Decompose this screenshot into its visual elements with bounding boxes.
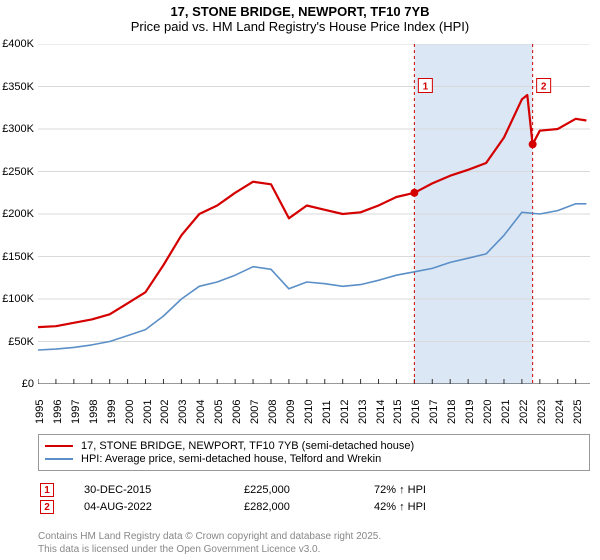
legend-swatch-property bbox=[45, 445, 73, 447]
chart-title-block: 17, STONE BRIDGE, NEWPORT, TF10 7YB Pric… bbox=[0, 0, 600, 34]
legend: 17, STONE BRIDGE, NEWPORT, TF10 7YB (sem… bbox=[38, 434, 590, 471]
footer-line2: This data is licensed under the Open Gov… bbox=[38, 544, 590, 557]
sale-hpi-1: 72% ↑ HPI bbox=[374, 484, 504, 496]
x-tick-label: 2015 bbox=[392, 400, 404, 424]
y-tick-label: £400K bbox=[0, 38, 34, 50]
sale-marker-2: 2 bbox=[40, 500, 54, 514]
footer-line1: Contains HM Land Registry data © Crown c… bbox=[38, 531, 590, 544]
footer-attribution: Contains HM Land Registry data © Crown c… bbox=[38, 531, 590, 556]
sale-price-1: £225,000 bbox=[244, 484, 374, 496]
x-tick-label: 2019 bbox=[464, 400, 476, 424]
y-tick-label: £100K bbox=[0, 293, 34, 305]
sale-date-2: 04-AUG-2022 bbox=[84, 501, 244, 513]
legend-item-property: 17, STONE BRIDGE, NEWPORT, TF10 7YB (sem… bbox=[45, 440, 583, 452]
sale-date-1: 30-DEC-2015 bbox=[84, 484, 244, 496]
x-tick-label: 2023 bbox=[536, 400, 548, 424]
x-tick-label: 2008 bbox=[267, 400, 279, 424]
x-tick-label: 2001 bbox=[142, 400, 154, 424]
x-tick-label: 1995 bbox=[34, 400, 46, 424]
x-tick-label: 1996 bbox=[52, 400, 64, 424]
x-tick-label: 2017 bbox=[428, 400, 440, 424]
svg-text:2: 2 bbox=[541, 82, 547, 93]
sale-hpi-2: 42% ↑ HPI bbox=[374, 501, 504, 513]
x-axis-labels: 1995199619971998199920002001200220032004… bbox=[38, 386, 590, 430]
sale-row-2: 2 04-AUG-2022 £282,000 42% ↑ HPI bbox=[38, 500, 590, 514]
x-tick-label: 2012 bbox=[339, 400, 351, 424]
sale-row-1: 1 30-DEC-2015 £225,000 72% ↑ HPI bbox=[38, 483, 590, 497]
x-tick-label: 1998 bbox=[88, 400, 100, 424]
title-main: 17, STONE BRIDGE, NEWPORT, TF10 7YB bbox=[0, 4, 600, 19]
price-chart: 12 bbox=[38, 44, 590, 384]
x-tick-label: 1997 bbox=[70, 400, 82, 424]
y-tick-label: £350K bbox=[0, 81, 34, 93]
x-tick-label: 2014 bbox=[375, 400, 387, 424]
x-tick-label: 2009 bbox=[285, 400, 297, 424]
sales-table: 1 30-DEC-2015 £225,000 72% ↑ HPI 2 04-AU… bbox=[38, 480, 590, 517]
x-tick-label: 2024 bbox=[554, 400, 566, 424]
x-tick-label: 2000 bbox=[124, 400, 136, 424]
y-tick-label: £250K bbox=[0, 166, 34, 178]
x-tick-label: 2004 bbox=[195, 400, 207, 424]
x-tick-label: 2011 bbox=[321, 400, 333, 424]
legend-swatch-hpi bbox=[45, 458, 73, 460]
x-tick-label: 2006 bbox=[231, 400, 243, 424]
y-tick-label: £150K bbox=[0, 251, 34, 263]
sale-price-2: £282,000 bbox=[244, 501, 374, 513]
svg-text:1: 1 bbox=[423, 82, 429, 93]
x-tick-label: 2016 bbox=[410, 400, 422, 424]
title-sub: Price paid vs. HM Land Registry's House … bbox=[0, 19, 600, 34]
x-tick-label: 2020 bbox=[482, 400, 494, 424]
y-tick-label: £200K bbox=[0, 208, 34, 220]
x-tick-label: 2010 bbox=[303, 400, 315, 424]
x-tick-label: 2018 bbox=[446, 400, 458, 424]
y-tick-label: £0 bbox=[0, 378, 34, 390]
x-tick-label: 2022 bbox=[518, 400, 530, 424]
x-tick-label: 2021 bbox=[500, 400, 512, 424]
x-tick-label: 2025 bbox=[572, 400, 584, 424]
sale-marker-1: 1 bbox=[40, 483, 54, 497]
x-tick-label: 2007 bbox=[249, 400, 261, 424]
legend-label-property: 17, STONE BRIDGE, NEWPORT, TF10 7YB (sem… bbox=[81, 440, 414, 452]
legend-item-hpi: HPI: Average price, semi-detached house,… bbox=[45, 453, 583, 465]
y-tick-label: £300K bbox=[0, 123, 34, 135]
x-tick-label: 2013 bbox=[357, 400, 369, 424]
x-tick-label: 1999 bbox=[106, 400, 118, 424]
legend-label-hpi: HPI: Average price, semi-detached house,… bbox=[81, 453, 381, 465]
x-tick-label: 2003 bbox=[177, 400, 189, 424]
x-tick-label: 2005 bbox=[213, 400, 225, 424]
x-tick-label: 2002 bbox=[159, 400, 171, 424]
y-tick-label: £50K bbox=[0, 336, 34, 348]
